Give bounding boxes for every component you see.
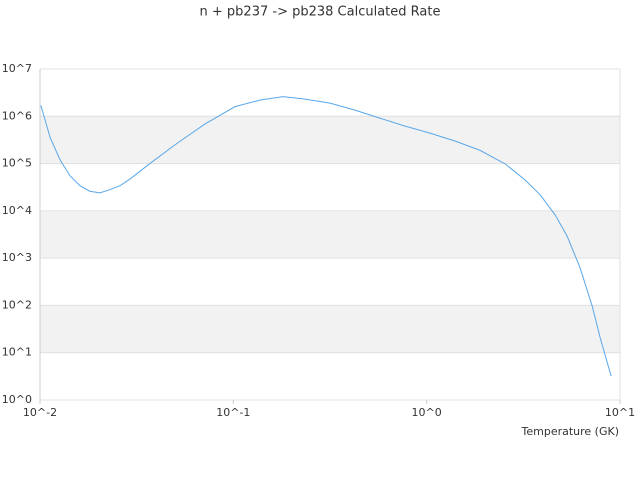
- line-series: [40, 96, 612, 377]
- x-tick-label: 10^-1: [216, 406, 250, 419]
- grid-band: [40, 305, 620, 353]
- x-tick-label: 10^0: [412, 406, 442, 419]
- y-tick-label: 10^0: [2, 393, 32, 406]
- grid-band: [40, 116, 620, 164]
- y-tick-label: 10^3: [2, 251, 32, 264]
- y-tick-label: 10^7: [2, 62, 32, 75]
- chart-title: n + pb237 -> pb238 Calculated Rate: [200, 5, 441, 20]
- y-tick-label: 10^2: [2, 298, 32, 311]
- y-tick-label: 10^4: [2, 204, 32, 217]
- grid-band: [40, 210, 620, 259]
- x-axis-label: Temperature (GK): [521, 425, 620, 438]
- x-tick-label: 10^-2: [23, 406, 57, 419]
- y-tick-label: 10^5: [2, 157, 32, 170]
- y-tick-label: 10^1: [2, 346, 32, 359]
- y-tick-label: 10^6: [2, 109, 32, 122]
- x-tick-label: 10^1: [605, 406, 635, 419]
